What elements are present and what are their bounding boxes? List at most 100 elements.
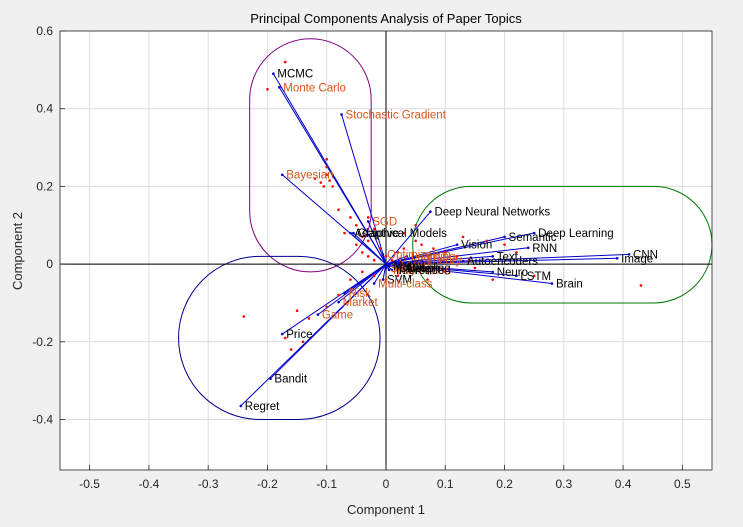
loading-vectors — [239, 72, 631, 408]
vector-label: Multi-class — [378, 279, 433, 291]
cluster-outline — [249, 38, 372, 273]
loading-vector — [353, 232, 387, 265]
x-tick-label: 0.4 — [615, 477, 632, 491]
score-point — [366, 255, 370, 258]
vector-tip — [352, 231, 355, 235]
y-tick-label: 0 — [46, 257, 53, 271]
vector-tip — [337, 300, 340, 304]
vector-label: Risk — [349, 288, 372, 300]
score-point — [295, 309, 299, 313]
loading-vector — [385, 255, 493, 265]
score-point — [325, 165, 329, 169]
vector-tip — [420, 258, 423, 262]
score-point — [325, 173, 329, 177]
score-point — [432, 247, 435, 250]
vector-tip — [316, 313, 320, 316]
score-point — [372, 227, 376, 231]
score-point — [325, 305, 329, 309]
score-point — [349, 216, 352, 219]
score-point — [337, 208, 340, 212]
vector-label: Regret — [245, 401, 280, 413]
vector-label: Matrix — [393, 261, 425, 273]
score-point — [414, 239, 417, 243]
score-point — [390, 258, 394, 262]
vector-tip — [372, 282, 376, 285]
score-point — [328, 179, 331, 182]
vector-tip — [381, 253, 385, 256]
vector-label: Graph — [408, 263, 440, 275]
vector-label: Optimization — [387, 249, 451, 261]
score-point — [319, 181, 323, 184]
score-point — [426, 278, 429, 281]
vector-tip — [381, 278, 385, 281]
loading-vector — [281, 263, 387, 335]
score-point — [384, 278, 388, 281]
x-ticks: -0.5 -0.4 -0.3 -0.2 -0.1 0 0.1 0.2 0.3 0.4 0.5 — [79, 465, 691, 491]
vector-label: Brain — [556, 279, 583, 291]
vector-label: Deep Neural Networks — [434, 207, 550, 219]
score-point — [283, 60, 287, 64]
score-point — [301, 340, 305, 344]
score-point — [485, 239, 489, 243]
x-tick-label: -0.5 — [79, 477, 100, 491]
vector-label: Deep Learning — [538, 228, 613, 240]
vector-label: Stochastic Gradient — [346, 110, 447, 122]
score-point — [443, 251, 447, 254]
y-ticks: -0.4 -0.2 0 0.2 0.4 0.6 — [32, 24, 65, 426]
loading-vector — [385, 263, 517, 277]
score-point — [420, 243, 423, 246]
y-tick-label: 0.2 — [36, 179, 53, 193]
vector-label: Sparse — [390, 263, 426, 275]
loading-vector — [341, 114, 387, 265]
score-point — [491, 278, 494, 281]
vector-label: Game — [322, 310, 353, 322]
vector-tip — [615, 256, 619, 260]
vector-label: Monte Carlo — [283, 82, 346, 94]
vector-label: CNN — [633, 249, 658, 261]
score-point — [325, 157, 329, 161]
vector-label: SGD — [372, 216, 397, 228]
vector-tip — [550, 282, 554, 285]
vector-label: SVM — [387, 275, 412, 287]
vector-tip — [272, 72, 275, 76]
score-point — [366, 216, 370, 219]
score-point — [455, 255, 459, 258]
y-tick-label: -0.4 — [32, 412, 53, 426]
score-point — [396, 274, 400, 278]
loading-vector — [385, 255, 407, 265]
score-point — [360, 270, 364, 274]
vector-tip — [280, 173, 284, 177]
score-points — [242, 60, 643, 351]
vector-label: Semantic — [509, 232, 557, 244]
vector-tip — [532, 231, 536, 235]
vector-tip — [278, 86, 281, 89]
loading-vector — [240, 263, 387, 407]
score-point — [639, 284, 643, 287]
loading-vector — [385, 263, 553, 285]
loading-vector — [317, 263, 387, 316]
vector-tip — [387, 268, 391, 272]
score-point — [307, 317, 311, 320]
x-tick-label: 0 — [383, 477, 390, 491]
x-tick-label: -0.2 — [257, 477, 278, 491]
vector-tip — [405, 255, 409, 258]
loading-vector — [382, 254, 387, 265]
vector-tip — [390, 268, 394, 272]
score-point — [360, 251, 364, 254]
vector-tip — [491, 270, 494, 274]
score-point — [443, 270, 447, 274]
score-point — [313, 177, 317, 180]
vector-tip — [366, 220, 370, 223]
score-point — [467, 258, 471, 262]
score-point — [432, 266, 435, 270]
score-point — [372, 274, 376, 278]
vector-label: Adaptive — [354, 228, 399, 240]
score-point — [349, 278, 352, 281]
y-tick-label: 0.4 — [36, 102, 53, 116]
score-point — [414, 223, 417, 227]
vector-label: Theory — [426, 255, 462, 267]
vector-tip — [402, 266, 406, 270]
score-point — [473, 266, 477, 270]
